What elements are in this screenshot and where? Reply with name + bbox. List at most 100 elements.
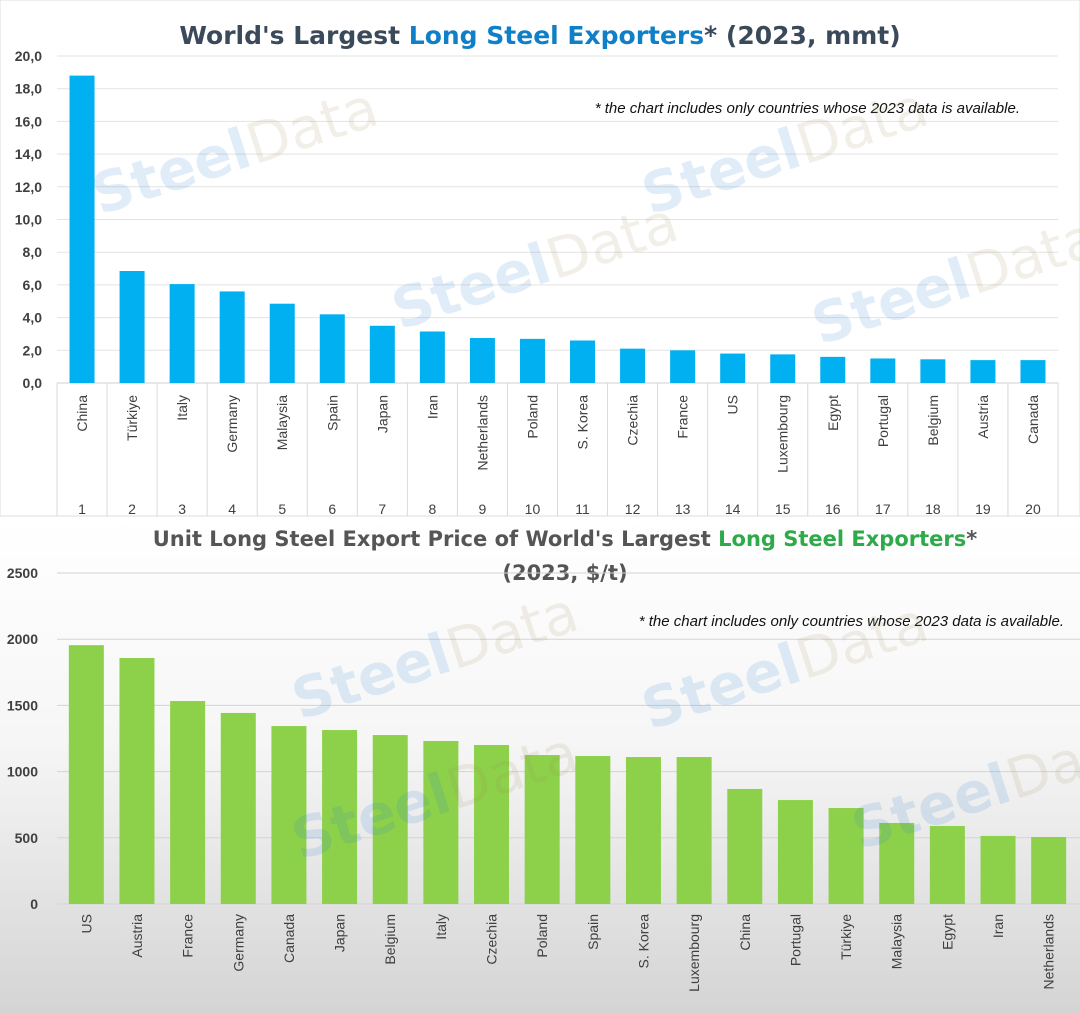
x-category-label: Egypt [825,395,841,431]
bar-france [670,350,696,383]
x-category-label: Japan [374,395,390,433]
bar-italy [423,741,459,904]
bar-skorea [570,340,596,383]
bottom-chart-note: * the chart includes only countries whos… [639,613,1064,630]
bar-trkiye [119,271,145,383]
rank-label: 20 [1025,501,1041,517]
bar-trkiye [828,808,864,904]
x-category-label: France [675,395,691,439]
top-chart-plot: 0,0 2,0 4,0 6,0 8,0 10,0 12,0 14,0 16,0 18,0 20,0 C… [15,48,1059,517]
x-category-label: Germany [224,395,240,453]
rank-label: 6 [328,501,336,517]
y-tick-label: 2000 [7,631,38,647]
x-category-label: Belgium [925,395,941,446]
rank-label: 2 [128,501,136,517]
bar-china [727,788,763,904]
x-category-label: Iran [990,914,1006,938]
x-category-label: Netherlands [474,395,490,471]
bar-netherlands [469,338,495,383]
x-category-label: Portugal [875,395,891,447]
bar-france [170,701,206,904]
y-tick-label: 8,0 [23,244,43,260]
x-category-label: Netherlands [1041,914,1057,990]
y-tick-label: 2500 [7,565,38,581]
x-category-label: Portugal [787,914,803,966]
rank-label: 12 [625,501,641,517]
rank-label: 7 [378,501,386,517]
y-tick-label: 2,0 [23,342,43,358]
rank-label: 5 [278,501,286,517]
y-tick-label: 1500 [7,697,38,713]
rank-label: 9 [479,501,487,517]
top-chart-title: World's Largest Long Steel Exporters* (2… [179,21,900,50]
x-category-label: Japan [332,914,348,952]
y-tick-label: 12,0 [15,179,42,195]
bar-netherlands [1031,837,1067,904]
rank-label: 15 [775,501,791,517]
bar-germany [219,291,245,383]
bar-skorea [625,757,661,904]
bottom-chart-plot: 0 500 1000 1500 2000 2500 US Austria France Germa… [7,565,1080,992]
x-category-label: Germany [230,914,246,972]
rank-label: 17 [875,501,891,517]
x-category-label: Luxembourg [775,395,791,473]
y-tick-label: 0,0 [23,375,43,391]
y-tick-label: 0 [30,896,38,912]
bar-austria [970,360,996,383]
rank-label: 4 [228,501,236,517]
x-category-label: Luxembourg [686,914,702,992]
x-category-label: China [74,395,90,432]
top-chart-note: * the chart includes only countries whos… [595,100,1020,117]
rank-label: 16 [825,501,841,517]
bar-belgium [372,735,408,904]
rank-label: 3 [178,501,186,517]
bar-luxembourg [770,354,796,383]
rank-label: 11 [575,501,590,517]
y-tick-label: 500 [15,830,39,846]
x-category-label: Czechia [625,395,641,446]
x-category-label: Egypt [939,914,955,950]
bottom-chart-title: Unit Long Steel Export Price of World's … [153,527,978,551]
y-tick-label: 1000 [7,764,38,780]
bar-japan [369,325,395,383]
x-category-label: S. Korea [575,395,591,450]
rank-label: 13 [675,501,691,517]
y-tick-label: 20,0 [15,48,42,64]
bar-belgium [920,359,946,383]
x-category-label: Canada [281,914,297,963]
y-tick-label: 10,0 [15,212,42,228]
bar-iran [980,835,1016,904]
x-category-label: Czechia [484,914,500,965]
bar-us [720,353,746,383]
y-tick-label: 4,0 [23,310,43,326]
bar-china [69,75,95,384]
x-category-label: Türkiye [838,914,854,960]
x-category-label: Poland [534,914,550,958]
x-category-label: Spain [585,914,601,950]
bar-austria [119,658,155,904]
top-chart-area [0,0,1080,517]
x-category-label: France [180,914,196,958]
x-category-label: Poland [524,395,540,439]
x-category-label: US [725,395,741,414]
bar-czechia [474,744,510,904]
x-category-label: Spain [324,395,340,431]
bar-malaysia [879,822,915,904]
bar-germany [220,712,256,904]
bar-portugal [777,800,813,904]
rank-label: 14 [725,501,741,517]
rank-label: 8 [428,501,436,517]
x-category-label: Austria [129,914,145,958]
y-tick-label: 6,0 [23,277,43,293]
rank-label: 19 [975,501,991,517]
x-category-label: Italy [174,395,190,421]
x-category-label: Türkiye [124,395,140,441]
bar-iran [419,331,445,383]
bar-portugal [870,358,896,383]
bar-japan [322,730,358,904]
x-category-label: S. Korea [635,914,651,969]
x-category-label: Malaysia [274,395,290,450]
bar-poland [519,338,545,383]
